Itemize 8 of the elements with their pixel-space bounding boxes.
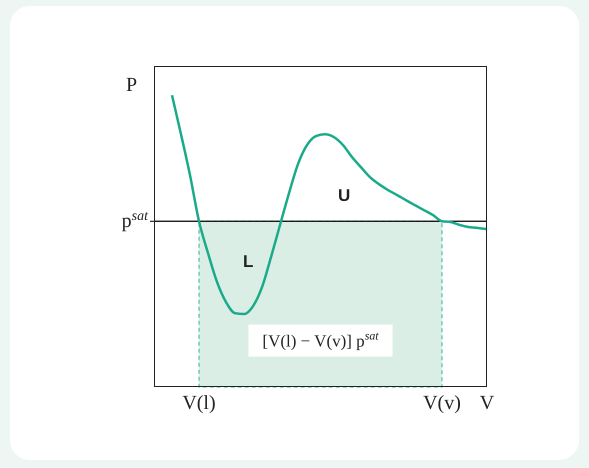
y-axis-title: P (126, 74, 138, 97)
x-tick-label: V (480, 392, 495, 414)
x-tick-label: V(v) (423, 392, 461, 414)
x-tick-label: V(l) (182, 392, 216, 414)
annotation: U (338, 186, 350, 206)
annotation: L (243, 252, 254, 272)
ref-line-label: p$^{sat}$ (122, 208, 150, 232)
band-label: [V(l) − V(v)] p$^{sat}$ (262, 328, 380, 351)
